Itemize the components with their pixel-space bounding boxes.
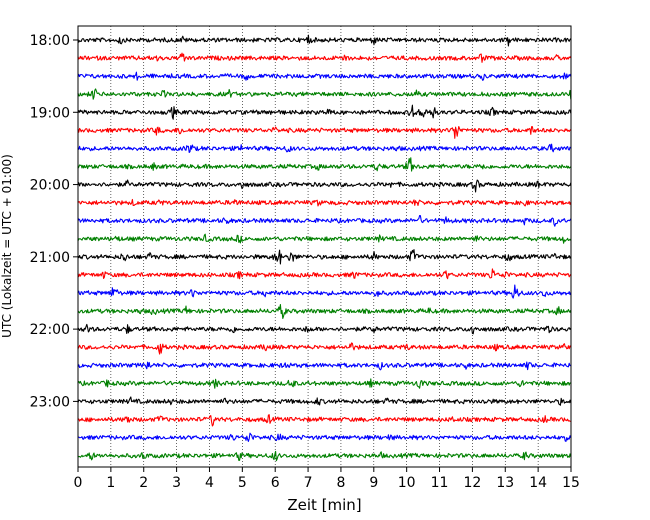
x-tick-label: 15: [562, 475, 580, 491]
trace-series: [77, 71, 572, 81]
trace-series: [77, 414, 571, 427]
trace-series: [77, 34, 572, 47]
x-tick-label: 7: [304, 475, 313, 491]
trace-series: [77, 378, 571, 389]
trace-series: [77, 157, 572, 172]
x-tick-label: 4: [205, 475, 214, 491]
x-tick-label: 3: [172, 475, 181, 491]
y-tick-label: 21:00: [30, 250, 70, 266]
trace-series: [77, 304, 572, 319]
x-tick-label: 10: [398, 475, 416, 491]
trace-series: [77, 284, 572, 299]
plot-frame: [77, 25, 572, 468]
trace-series: [77, 361, 571, 371]
x-axis-label: Zeit [min]: [287, 496, 361, 514]
x-tick-label: 6: [271, 475, 280, 491]
x-tick-label: 13: [496, 475, 514, 491]
x-tick-label: 11: [431, 475, 449, 491]
trace-series: [77, 125, 572, 139]
y-tick-label: 19:00: [30, 105, 70, 121]
x-tick-label: 2: [139, 475, 148, 491]
x-tick-label: 14: [529, 475, 547, 491]
trace-series: [77, 52, 572, 63]
x-tick-label: 0: [74, 475, 83, 491]
trace-series: [77, 323, 572, 335]
y-tick-label: 22:00: [30, 322, 70, 338]
x-tick-label: 12: [463, 475, 481, 491]
trace-series: [77, 342, 572, 355]
x-tick-label: 9: [369, 475, 378, 491]
trace-layer: [77, 34, 572, 462]
x-tick-label: 1: [106, 475, 115, 491]
trace-series: [77, 233, 572, 244]
x-axis: 0 1 2 3 4 5 6 7 8 9 10 11 12 13 14 15: [74, 467, 580, 491]
trace-series: [77, 432, 572, 442]
y-tick-label: 18:00: [30, 33, 70, 49]
trace-series: [77, 198, 572, 207]
y-tick-label: 20:00: [30, 178, 70, 194]
x-tick-label: 5: [238, 475, 247, 491]
trace-series: [77, 179, 572, 193]
y-tick-label: 23:00: [30, 394, 70, 410]
trace-series: [77, 249, 572, 265]
trace-series: [77, 268, 572, 280]
trace-series: [77, 104, 572, 120]
trace-series: [77, 396, 572, 406]
y-axis: 18:00 19:00 20:00 21:00 22:00 23:00: [30, 33, 78, 410]
x-tick-label: 8: [336, 475, 345, 491]
y-axis-label: UTC (Lokalzeit = UTC + 01:00): [0, 154, 14, 338]
trace-series: [77, 143, 572, 154]
trace-series: [77, 215, 572, 227]
trace-series: [77, 450, 572, 462]
trace-series: [77, 88, 572, 100]
